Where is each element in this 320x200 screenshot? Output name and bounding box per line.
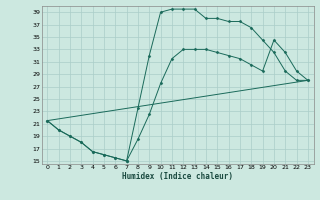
X-axis label: Humidex (Indice chaleur): Humidex (Indice chaleur) (122, 172, 233, 181)
